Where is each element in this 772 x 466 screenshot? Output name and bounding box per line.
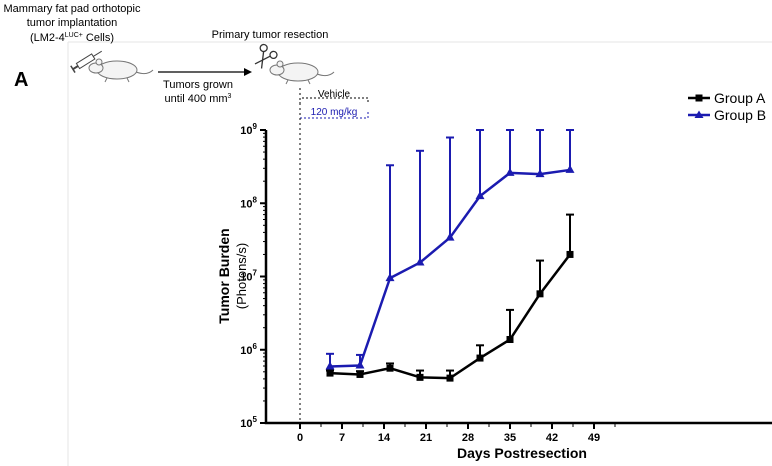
data-point: [565, 164, 575, 173]
panel-label: A: [14, 69, 28, 91]
tumors-grown-label: Tumors grown: [163, 79, 233, 91]
data-point: [475, 191, 485, 200]
series-layer: [325, 129, 575, 382]
vehicle-bracket: [299, 97, 369, 104]
series-line: [329, 253, 571, 380]
data-point: [356, 370, 364, 378]
until-volume-label: until 400 mm3: [165, 93, 232, 105]
y-tick-label: 106: [240, 342, 257, 357]
data-point: [386, 364, 394, 372]
legend-item-group-a: Group A: [688, 90, 766, 106]
y-ticks: 105 106 107 108 109: [240, 122, 266, 430]
series-group-b: [325, 129, 575, 370]
x-tick-label: 28: [462, 432, 474, 444]
syringe-icon: [70, 50, 103, 73]
y-axis-title: Tumor Burden: [216, 228, 232, 323]
data-point: [445, 232, 455, 241]
y-tick-label: 108: [240, 195, 257, 210]
legend-label-group-b: Group B: [714, 107, 766, 123]
x-tick-label: 7: [339, 432, 345, 444]
y-tick-label: 105: [240, 415, 257, 430]
scissors-icon: [254, 43, 278, 69]
legend-item-group-b: Group B: [688, 107, 766, 123]
mouse-icon: [88, 58, 154, 83]
vehicle-label: Vehicle: [318, 89, 351, 100]
data-point: [415, 257, 425, 266]
arrow-head-icon: [244, 68, 252, 76]
legend-label-group-a: Group A: [714, 90, 766, 106]
data-point: [385, 273, 395, 282]
cells-label: (LM2-4LUC+ Cells): [30, 32, 114, 44]
mouse-icon: [269, 60, 335, 85]
legend: Group A Group B: [688, 90, 766, 123]
implant-label-line1: Mammary fat pad orthotopic: [4, 3, 141, 15]
y-tick-label: 109: [240, 122, 257, 137]
y-axis-subtitle: (Photons/s): [234, 243, 249, 309]
data-point: [535, 169, 545, 178]
x-tick-label: 14: [378, 432, 391, 444]
data-point: [566, 250, 574, 258]
data-point: [325, 361, 335, 370]
data-point: [355, 360, 365, 369]
x-tick-label: 42: [546, 432, 558, 444]
data-point: [505, 167, 515, 176]
data-point: [506, 336, 514, 344]
y-tick-label: 107: [240, 269, 257, 284]
data-point: [536, 290, 544, 298]
legend-marker-group-b: [694, 110, 704, 118]
implant-label-line2: tumor implantation: [27, 17, 118, 29]
data-point: [476, 354, 484, 362]
data-point: [446, 374, 454, 382]
legend-marker-group-a: [695, 94, 703, 102]
x-ticks: 0 7 14 21 28 35 42 49: [297, 423, 616, 444]
x-tick-label: 21: [420, 432, 432, 444]
data-point: [416, 373, 424, 381]
series-group-a: [326, 213, 574, 382]
dose-label: 120 mg/kg: [311, 107, 358, 118]
x-tick-label: 0: [297, 432, 303, 444]
x-tick-label: 49: [588, 432, 600, 444]
x-axis-title: Days Postresection: [457, 445, 587, 461]
resection-label: Primary tumor resection: [212, 29, 329, 41]
data-point: [326, 369, 334, 377]
x-tick-label: 35: [504, 432, 516, 444]
